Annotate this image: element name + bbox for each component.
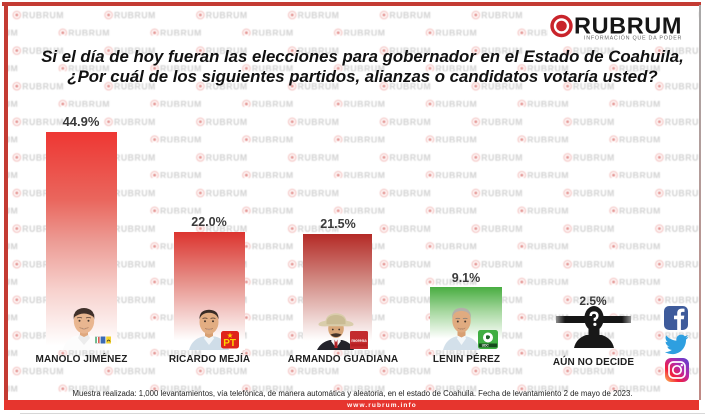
svg-text:morena: morena [351, 338, 367, 343]
svg-text:RUBRUM: RUBRUM [574, 13, 682, 39]
svg-text:UDC: UDC [482, 344, 490, 348]
svg-text:INFORMACIÓN QUE DA PODER: INFORMACIÓN QUE DA PODER [584, 35, 682, 42]
svg-text:PT: PT [223, 337, 236, 348]
